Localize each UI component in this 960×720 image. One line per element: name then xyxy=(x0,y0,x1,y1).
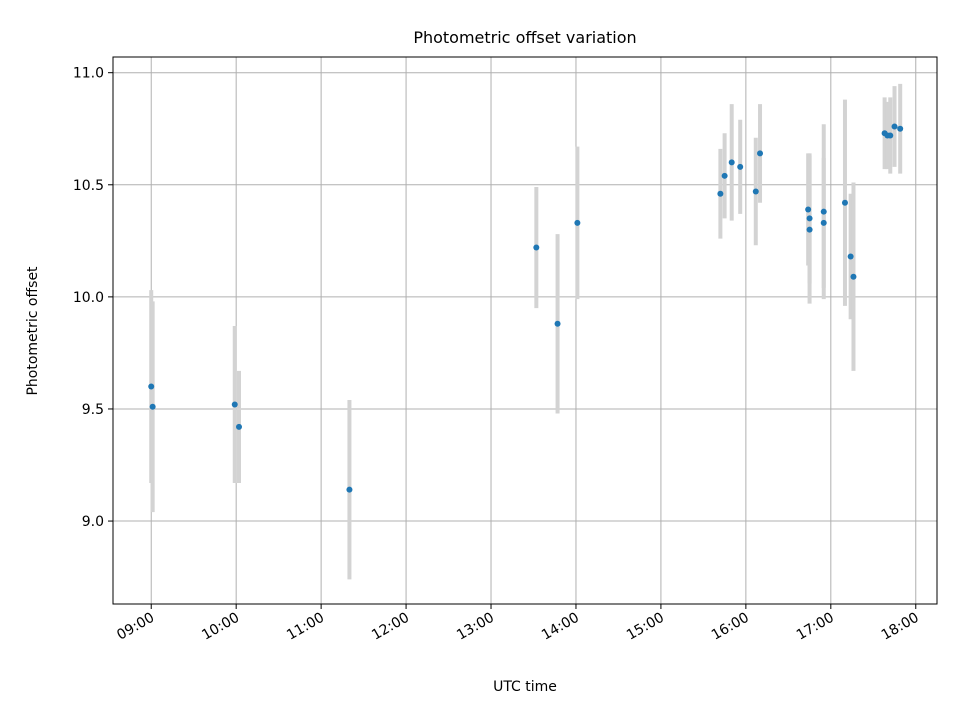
data-point xyxy=(148,383,155,390)
data-point xyxy=(554,320,561,327)
data-point xyxy=(574,219,581,226)
y-tick-label: 11.0 xyxy=(73,66,104,82)
data-point xyxy=(887,132,894,139)
data-point xyxy=(805,206,812,213)
y-tick-label: 9.0 xyxy=(82,514,104,530)
data-point xyxy=(721,172,728,179)
data-point xyxy=(757,150,764,157)
data-point xyxy=(717,190,724,197)
data-point xyxy=(820,219,827,226)
data-point xyxy=(737,163,744,170)
data-point xyxy=(891,123,898,130)
data-point xyxy=(752,188,759,195)
data-point xyxy=(847,253,854,260)
data-point xyxy=(231,401,238,408)
data-point xyxy=(236,423,243,430)
grid xyxy=(113,57,937,604)
data-point xyxy=(850,273,857,280)
data-point xyxy=(346,486,353,493)
data-points xyxy=(148,123,904,493)
data-point xyxy=(728,159,735,166)
data-point xyxy=(820,208,827,215)
chart-title: Photometric offset variation xyxy=(413,28,636,47)
data-point xyxy=(806,215,813,222)
x-axis-label: UTC time xyxy=(493,679,557,695)
data-point xyxy=(897,125,904,132)
y-axis-ticks: 9.0 9.5 10.0 10.5 11.0 xyxy=(73,66,113,530)
data-point xyxy=(841,199,848,206)
y-tick-label: 9.5 xyxy=(82,402,104,418)
y-axis-label: Photometric offset xyxy=(25,266,41,396)
data-point xyxy=(806,226,813,233)
y-tick-label: 10.5 xyxy=(73,178,104,194)
y-tick-label: 10.0 xyxy=(73,290,104,306)
data-point xyxy=(149,403,156,410)
plot-frame xyxy=(112,56,938,605)
data-point xyxy=(533,244,540,251)
